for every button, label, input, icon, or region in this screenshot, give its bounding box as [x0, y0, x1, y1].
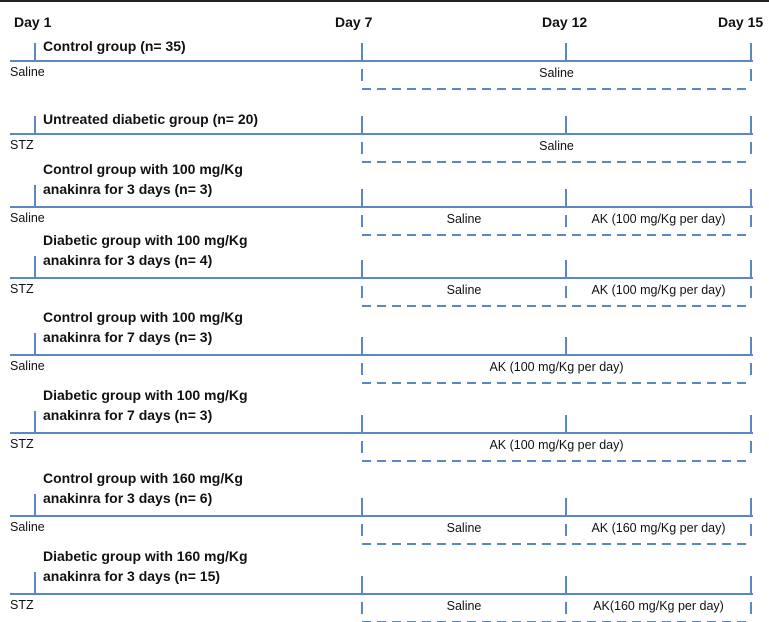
treatment-segment-label: AK(160 mg/Kg per day)	[593, 599, 724, 613]
day-label-7: Day 7	[335, 14, 373, 30]
start-treatment-label: Saline	[10, 520, 45, 534]
group-title-line: Diabetic group with 100 mg/Kg	[43, 387, 248, 403]
group-title-line: Control group with 100 mg/Kg	[43, 161, 243, 177]
group-title-line: Control group with 160 mg/Kg	[43, 470, 243, 486]
group-title-line: anakinra for 7 days (n= 3)	[43, 407, 212, 423]
treatment-segment-label: AK (100 mg/Kg per day)	[489, 438, 623, 452]
group-title-line: Control group with 100 mg/Kg	[43, 309, 243, 325]
group-title-line: Untreated diabetic group (n= 20)	[43, 111, 258, 127]
group-title-line: Diabetic group with 100 mg/Kg	[43, 232, 248, 248]
treatment-segment-label: Saline	[539, 66, 574, 80]
start-treatment-label: STZ	[10, 138, 34, 152]
treatment-segment-label: AK (100 mg/Kg per day)	[489, 360, 623, 374]
treatment-segment-label: AK (160 mg/Kg per day)	[591, 521, 725, 535]
start-treatment-label: STZ	[10, 282, 34, 296]
treatment-segment-label: Saline	[447, 283, 482, 297]
start-treatment-label: STZ	[10, 437, 34, 451]
day-label-15: Day 15	[718, 14, 764, 30]
group-title-line: anakinra for 3 days (n= 3)	[43, 181, 212, 197]
treatment-segment-label: Saline	[539, 139, 574, 153]
treatment-segment-label: Saline	[447, 599, 482, 613]
start-treatment-label: STZ	[10, 598, 34, 612]
group-title-line: anakinra for 7 days (n= 3)	[43, 329, 212, 345]
start-treatment-label: Saline	[10, 211, 45, 225]
day-label-1: Day 1	[14, 14, 52, 30]
treatment-segment-label: AK (100 mg/Kg per day)	[591, 212, 725, 226]
group-title-line: anakinra for 3 days (n= 4)	[43, 252, 212, 268]
treatment-segment-label: AK (100 mg/Kg per day)	[591, 283, 725, 297]
group-title-line: anakinra for 3 days (n= 15)	[43, 568, 220, 584]
group-title-line: anakinra for 3 days (n= 6)	[43, 490, 212, 506]
group-title-line: Diabetic group with 160 mg/Kg	[43, 548, 248, 564]
start-treatment-label: Saline	[10, 65, 45, 79]
treatment-segment-label: Saline	[447, 212, 482, 226]
group-title-line: Control group (n= 35)	[43, 38, 186, 54]
top-border	[0, 0, 769, 2]
day-label-12: Day 12	[542, 14, 588, 30]
treatment-segment-label: Saline	[447, 521, 482, 535]
start-treatment-label: Saline	[10, 359, 45, 373]
